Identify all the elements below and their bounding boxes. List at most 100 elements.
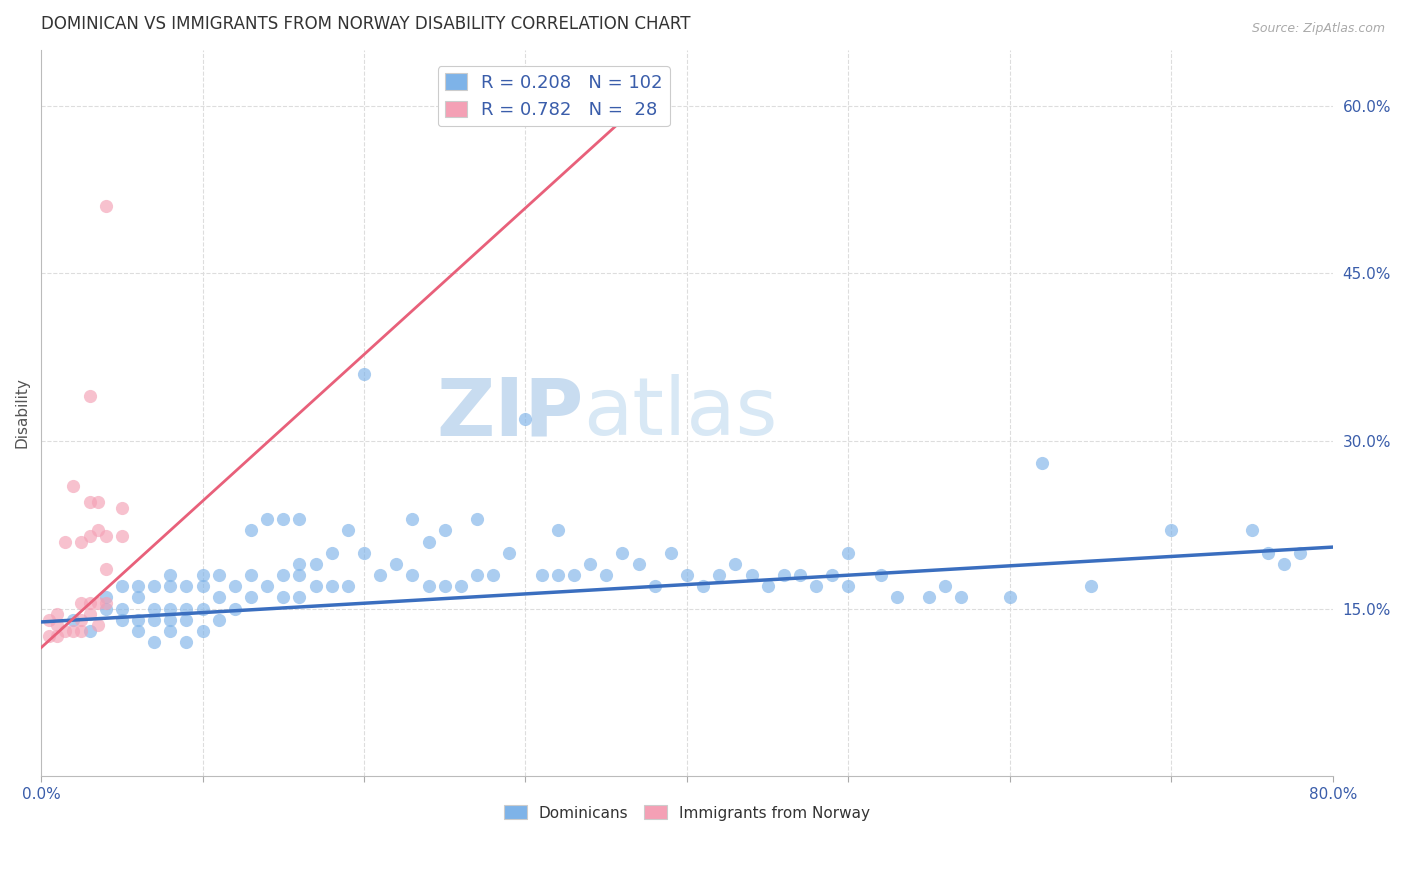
Point — [94, 562, 117, 576]
Point — [498, 546, 520, 560]
Point — [595, 568, 617, 582]
Point — [612, 546, 634, 560]
Point — [1289, 546, 1312, 560]
Point — [886, 591, 908, 605]
Point — [159, 624, 181, 638]
Point — [111, 529, 134, 543]
Point — [86, 524, 108, 538]
Point — [627, 557, 650, 571]
Legend: Dominicans, Immigrants from Norway: Dominicans, Immigrants from Norway — [498, 799, 876, 827]
Point — [159, 568, 181, 582]
Point — [418, 579, 440, 593]
Point — [676, 568, 699, 582]
Point — [94, 529, 117, 543]
Point — [86, 596, 108, 610]
Point — [336, 524, 359, 538]
Point — [433, 579, 456, 593]
Point — [62, 613, 84, 627]
Point — [1241, 524, 1264, 538]
Text: Source: ZipAtlas.com: Source: ZipAtlas.com — [1251, 22, 1385, 36]
Point — [70, 534, 93, 549]
Point — [159, 613, 181, 627]
Point — [579, 557, 602, 571]
Point — [208, 568, 231, 582]
Point — [465, 512, 488, 526]
Point — [644, 579, 666, 593]
Point — [482, 568, 505, 582]
Point — [756, 579, 779, 593]
Point — [418, 534, 440, 549]
Point — [240, 524, 263, 538]
Point — [353, 546, 375, 560]
Point — [465, 568, 488, 582]
Point — [288, 512, 311, 526]
Point — [304, 579, 326, 593]
Point — [934, 579, 956, 593]
Point — [336, 579, 359, 593]
Point — [240, 568, 263, 582]
Point — [837, 579, 859, 593]
Text: atlas: atlas — [583, 374, 778, 452]
Point — [515, 411, 537, 425]
Point — [288, 591, 311, 605]
Point — [401, 512, 423, 526]
Point — [950, 591, 973, 605]
Point — [772, 568, 794, 582]
Point — [46, 607, 69, 622]
Point — [385, 557, 408, 571]
Point — [256, 512, 278, 526]
Point — [143, 579, 166, 593]
Point — [224, 579, 246, 593]
Point — [94, 199, 117, 213]
Point — [127, 613, 149, 627]
Point — [1257, 546, 1279, 560]
Point — [288, 568, 311, 582]
Point — [804, 579, 827, 593]
Point — [1080, 579, 1102, 593]
Point — [709, 568, 731, 582]
Point — [79, 389, 101, 403]
Point — [208, 613, 231, 627]
Point — [368, 568, 391, 582]
Point — [191, 601, 214, 615]
Text: DOMINICAN VS IMMIGRANTS FROM NORWAY DISABILITY CORRELATION CHART: DOMINICAN VS IMMIGRANTS FROM NORWAY DISA… — [41, 15, 690, 33]
Point — [304, 557, 326, 571]
Point — [176, 613, 198, 627]
Point — [53, 534, 76, 549]
Point — [159, 601, 181, 615]
Point — [127, 591, 149, 605]
Point — [1272, 557, 1295, 571]
Point — [62, 478, 84, 492]
Point — [94, 591, 117, 605]
Point — [789, 568, 811, 582]
Point — [321, 546, 343, 560]
Point — [191, 568, 214, 582]
Point — [38, 630, 60, 644]
Point — [998, 591, 1021, 605]
Point — [111, 579, 134, 593]
Point — [79, 624, 101, 638]
Point — [94, 601, 117, 615]
Y-axis label: Disability: Disability — [15, 377, 30, 449]
Point — [240, 591, 263, 605]
Point — [191, 579, 214, 593]
Point — [94, 596, 117, 610]
Text: ZIP: ZIP — [436, 374, 583, 452]
Point — [353, 367, 375, 381]
Point — [143, 613, 166, 627]
Point — [79, 529, 101, 543]
Point — [176, 635, 198, 649]
Point — [127, 624, 149, 638]
Point — [38, 613, 60, 627]
Point — [530, 568, 553, 582]
Point — [821, 568, 844, 582]
Point — [562, 568, 585, 582]
Point — [176, 601, 198, 615]
Point — [46, 618, 69, 632]
Point — [692, 579, 714, 593]
Point — [70, 624, 93, 638]
Point — [86, 495, 108, 509]
Point — [111, 601, 134, 615]
Point — [191, 624, 214, 638]
Point — [433, 524, 456, 538]
